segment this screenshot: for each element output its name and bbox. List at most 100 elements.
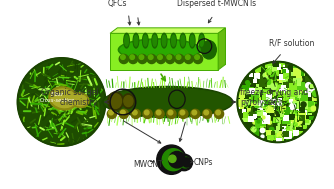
Point [282,122,287,125]
Point [286,104,291,107]
Point [263,102,268,105]
Point [288,82,293,85]
Point [245,83,250,86]
Point [273,110,278,113]
Point [281,102,286,105]
Point [286,128,292,131]
Point [301,87,306,90]
Point [285,82,290,85]
Point [251,120,257,123]
Point [274,82,279,85]
Point [305,84,310,87]
Point [268,137,273,140]
Point [259,102,264,105]
Point [286,89,292,92]
Point [272,99,277,102]
Point [259,79,264,82]
Point [290,109,296,112]
Point [274,119,280,122]
Text: CNPs: CNPs [194,158,213,167]
Point [275,101,280,104]
Point [306,94,312,98]
Point [269,67,274,70]
Circle shape [169,155,176,162]
Point [298,85,303,88]
Point [267,116,272,119]
Point [241,101,247,105]
Point [250,127,255,130]
Point [269,65,274,68]
Ellipse shape [123,94,134,108]
Point [286,97,291,100]
Point [236,101,242,104]
Point [293,94,298,98]
Point [304,74,309,77]
Circle shape [133,110,137,115]
Point [304,85,310,88]
Point [267,125,272,129]
Point [258,99,263,102]
Point [284,108,289,111]
Point [283,95,288,98]
Point [281,124,287,127]
Point [307,107,312,110]
Point [273,86,279,89]
Point [276,100,281,103]
Point [280,97,285,100]
Point [284,105,289,108]
Point [266,71,272,74]
Point [269,104,275,107]
Point [274,97,280,100]
Circle shape [162,149,184,171]
Point [261,98,267,101]
Point [283,69,288,72]
Point [304,119,310,122]
Point [303,125,308,129]
Point [275,100,281,103]
Point [275,98,280,101]
Point [303,92,308,95]
Point [299,112,305,115]
Point [294,132,299,135]
Point [285,64,290,67]
Point [259,119,265,122]
Point [273,100,278,103]
Point [259,118,264,121]
Point [267,120,272,123]
Point [263,95,268,98]
Point [287,86,293,89]
Circle shape [214,109,224,119]
Point [275,96,280,99]
Point [264,115,269,118]
Point [297,112,302,115]
Circle shape [176,55,181,59]
Point [289,79,295,82]
Circle shape [148,55,153,59]
Point [294,81,299,84]
Point [260,96,265,99]
Circle shape [157,145,186,174]
Point [279,102,284,105]
Point [263,104,268,107]
Point [296,86,302,89]
Point [275,66,281,69]
Point [301,96,306,99]
Circle shape [129,54,138,64]
Point [269,80,275,83]
Point [244,80,249,83]
Point [283,101,289,104]
Point [275,96,281,99]
Point [270,102,276,105]
Point [295,85,300,88]
Point [280,94,285,97]
Point [268,128,274,131]
Point [260,81,266,84]
Point [289,77,295,80]
Point [274,102,280,105]
Point [275,100,280,103]
Circle shape [182,158,192,167]
Point [313,92,318,95]
Point [294,110,299,113]
Point [287,133,292,136]
Circle shape [195,55,199,59]
